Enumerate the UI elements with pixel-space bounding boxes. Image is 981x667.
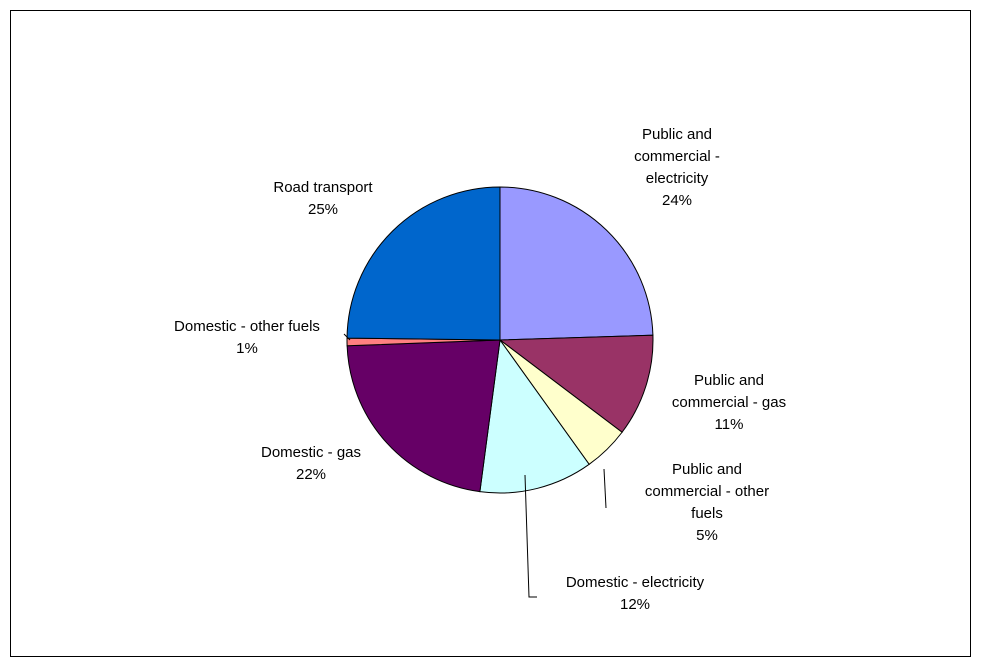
leader-line-3: [603, 468, 607, 509]
slice-label-4: Domestic - electricity 12%: [566, 574, 705, 613]
slice-label-line: commercial - other: [645, 483, 769, 500]
pie-slice-2: [498, 334, 654, 433]
slice-percent: 22%: [296, 466, 326, 483]
slice-labels: Public and commercial -electricity 24%Publ…: [174, 126, 786, 613]
slice-label-line: Public and: [642, 126, 712, 143]
leader-line-6: [343, 333, 351, 341]
slice-label-line: Public and: [694, 372, 764, 389]
leader-lines: [343, 333, 607, 598]
slice-label-7: Road transport 25%: [273, 179, 373, 218]
slice-label-line: Public and: [672, 461, 742, 478]
slice-label-5: Domestic - gas 22%: [261, 444, 361, 483]
slice-label-line: electricity: [646, 170, 709, 187]
slice-percent: 12%: [620, 596, 650, 613]
slice-label-2: Public and commercial - gas 11%: [672, 372, 786, 433]
slice-percent: 11%: [715, 416, 744, 433]
slice-label-line: Domestic - other fuels: [174, 318, 320, 335]
slice-label-3: Public and commercial - other fuels 5%: [645, 461, 769, 544]
slice-label-6: Domestic - other fuels 1%: [174, 318, 320, 357]
slice-percent: 24%: [662, 192, 692, 209]
slice-label-line: Domestic - electricity: [566, 574, 705, 591]
pie-slice-5: [346, 339, 501, 493]
pie-slice-7: [346, 186, 501, 341]
pie-slice-1: [499, 186, 654, 341]
slice-percent: 1%: [236, 340, 258, 357]
slice-label-line: commercial - gas: [672, 394, 786, 411]
leader-line-4: [524, 474, 537, 598]
slice-percent: 5%: [696, 527, 718, 544]
slice-label-line: commercial -: [634, 148, 720, 165]
slice-label-line: Road transport: [273, 179, 373, 196]
pie-slice-4: [479, 338, 590, 494]
slice-label-1: Public and commercial - electricity 24%: [634, 126, 720, 209]
slice-label-line: fuels: [691, 505, 723, 522]
slice-label-line: Domestic - gas: [261, 444, 361, 461]
slice-percent: 25%: [308, 201, 338, 218]
pie-slices: [346, 186, 654, 494]
